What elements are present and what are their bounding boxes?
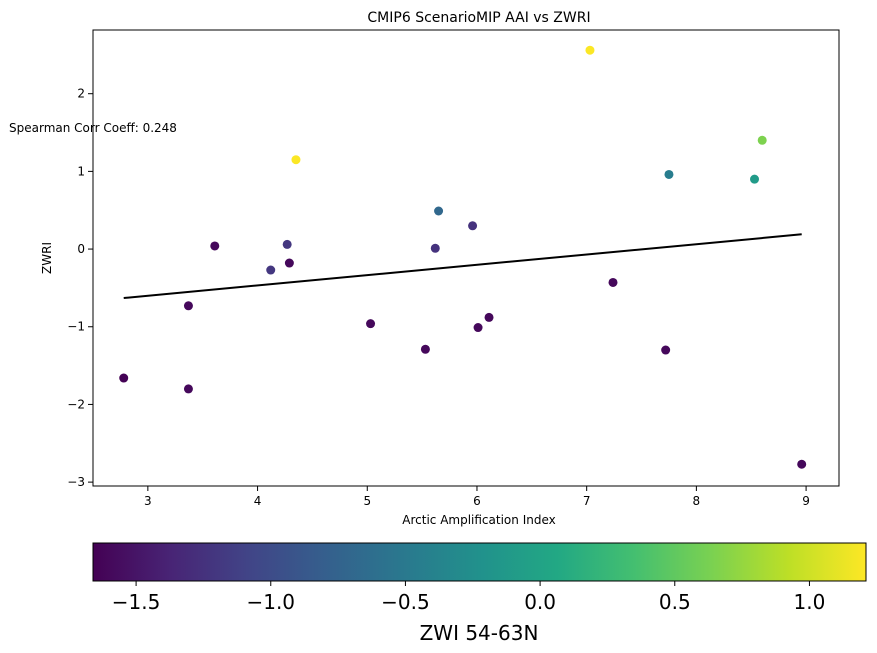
y-tick-label: 1 <box>77 164 85 178</box>
data-point <box>266 265 276 275</box>
data-point <box>484 312 494 322</box>
data-point <box>757 135 767 145</box>
data-point <box>282 239 292 249</box>
x-axis-ticks: 3 4 5 6 7 8 9 <box>144 486 810 508</box>
data-point <box>661 345 671 355</box>
y-tick-label: 0 <box>77 242 85 256</box>
data-point <box>284 258 294 268</box>
data-point <box>468 221 478 231</box>
plot-area <box>92 29 840 487</box>
data-point <box>608 277 618 287</box>
x-tick-label: 8 <box>693 494 701 508</box>
data-point <box>797 459 807 469</box>
data-point <box>473 323 483 333</box>
y-axis-ticks: −3 −2 −1 0 1 2 <box>67 87 93 489</box>
colorbar-tick-label: −1.0 <box>246 590 295 614</box>
x-tick-label: 5 <box>363 494 371 508</box>
data-point <box>420 344 430 354</box>
colorbar-tick-label: 0.0 <box>524 590 556 614</box>
data-point <box>183 301 193 311</box>
x-axis-label: Arctic Amplification Index <box>402 513 555 527</box>
y-axis-label: ZWRI <box>40 242 54 274</box>
colorbar-tick-label: −1.5 <box>112 590 161 614</box>
colorbar-tick-label: 0.5 <box>659 590 691 614</box>
y-tick-label: −1 <box>67 320 85 334</box>
colorbar-tick-label: 1.0 <box>794 590 826 614</box>
data-point <box>664 169 674 179</box>
x-tick-label: 7 <box>583 494 591 508</box>
x-tick-label: 6 <box>473 494 481 508</box>
data-point <box>119 373 129 383</box>
x-tick-label: 4 <box>254 494 262 508</box>
data-point <box>434 206 444 216</box>
colorbar-tick-label: −0.5 <box>381 590 430 614</box>
data-point <box>585 45 595 55</box>
data-point <box>430 243 440 253</box>
colorbar-label: ZWI 54-63N <box>420 621 539 645</box>
data-point <box>366 319 376 329</box>
x-tick-label: 3 <box>144 494 152 508</box>
colorbar <box>92 542 867 582</box>
y-tick-label: −3 <box>67 475 85 489</box>
data-point <box>183 384 193 394</box>
regression-line <box>123 233 802 300</box>
data-point <box>750 174 760 184</box>
scatter-points <box>119 45 807 469</box>
y-tick-label: −2 <box>67 397 85 411</box>
data-point <box>291 155 301 165</box>
y-tick-label: 2 <box>77 87 85 101</box>
spearman-annotation: Spearman Corr Coeff: 0.248 <box>9 121 177 135</box>
data-point <box>210 241 220 251</box>
colorbar-ticks: −1.5 −1.0 −0.5 0.0 0.5 1.0 <box>112 581 826 614</box>
x-tick-label: 9 <box>802 494 810 508</box>
chart-title: CMIP6 ScenarioMIP AAI vs ZWRI <box>367 10 590 26</box>
